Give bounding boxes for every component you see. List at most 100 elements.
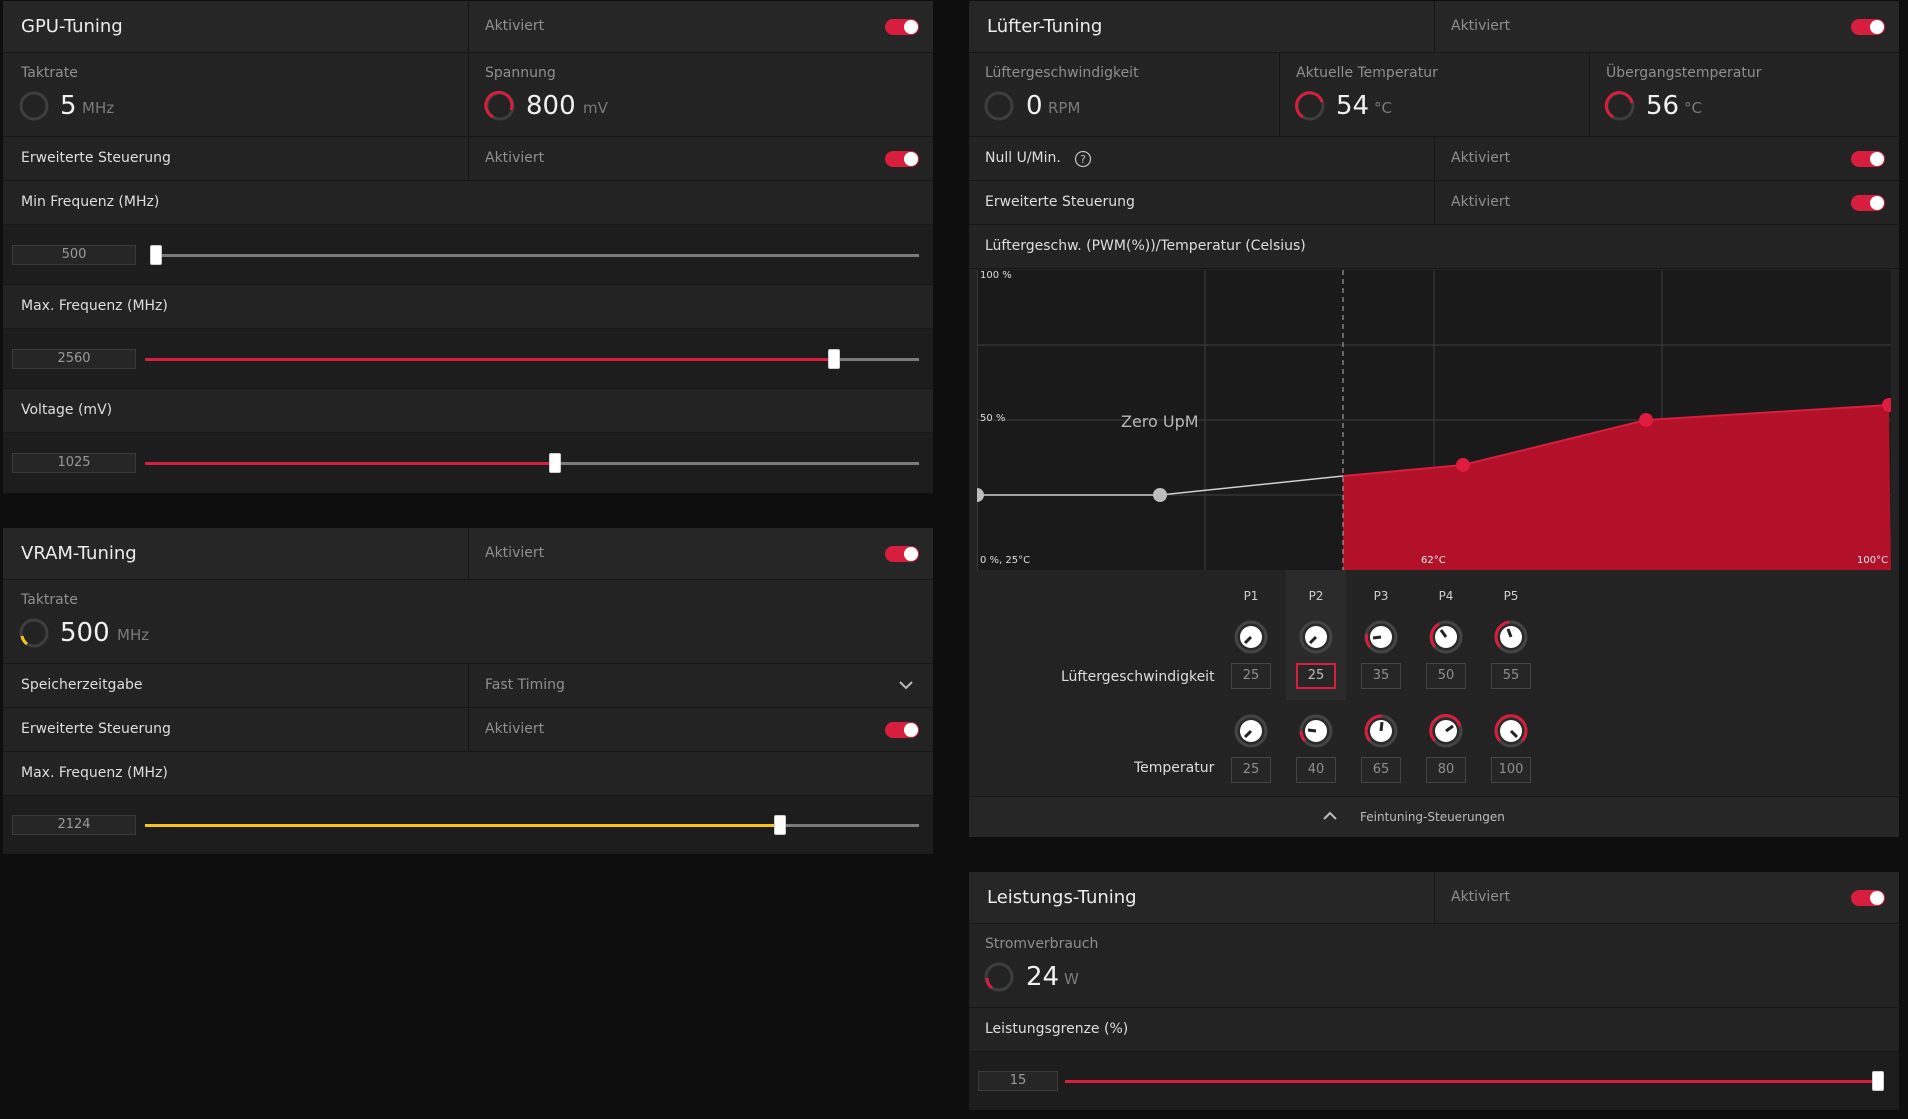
fan-curve-header: Lüftergeschw. (PWM(%))/Temperatur (Celsi… bbox=[969, 225, 1899, 269]
gpu-advanced-toggle[interactable] bbox=[885, 151, 919, 167]
vram-max-freq-label: Max. Frequenz (MHz) bbox=[21, 765, 168, 781]
temp-knob-p1[interactable] bbox=[1234, 714, 1268, 748]
fan-tuning-panel: Lüfter-Tuning Aktiviert Lüftergeschwindi… bbox=[969, 1, 1899, 837]
vram-stats-row: Taktrate 500 MHz bbox=[3, 580, 933, 664]
vram-max-freq-input[interactable]: 2124 bbox=[12, 815, 136, 835]
power-limit-header: Leistungsgrenze (%) bbox=[969, 1008, 1899, 1052]
vram-timing-label: Speicherzeitgabe bbox=[21, 677, 143, 693]
zero-rpm-zone-label: Zero UpM bbox=[1121, 412, 1199, 431]
gpu-volt-input[interactable]: 1025 bbox=[12, 453, 136, 473]
speed-input-p1[interactable]: 25 bbox=[1231, 663, 1271, 689]
power-limit-thumb[interactable] bbox=[1872, 1071, 1884, 1091]
curve-point-p5 bbox=[1882, 398, 1891, 412]
power-tuning-title: Leistungs-Tuning bbox=[987, 887, 1137, 908]
gpu-voltage-value: 800 bbox=[526, 91, 576, 121]
speed-knob-p1[interactable] bbox=[1234, 620, 1268, 654]
vram-tuning-header: VRAM-Tuning Aktiviert bbox=[3, 528, 933, 580]
fan-zero-rpm-toggle[interactable] bbox=[1851, 151, 1885, 167]
gpu-voltage-label: Spannung bbox=[485, 65, 556, 81]
fan-advanced-status: Aktiviert bbox=[1451, 194, 1511, 210]
chevron-up-icon bbox=[1323, 811, 1337, 820]
vram-tuning-toggle[interactable] bbox=[885, 546, 919, 562]
fine-tuning-label: Feintuning-Steuerungen bbox=[1360, 810, 1505, 824]
vram-timing-value: Fast Timing bbox=[485, 677, 565, 693]
gpu-max-freq-label: Max. Frequenz (MHz) bbox=[21, 298, 168, 314]
gpu-max-freq-track[interactable] bbox=[145, 349, 919, 369]
power-tuning-toggle[interactable] bbox=[1851, 890, 1885, 906]
fan-tuning-toggle[interactable] bbox=[1851, 19, 1885, 35]
temp-knob-p3[interactable] bbox=[1364, 714, 1398, 748]
temp-input-p5[interactable]: 100 bbox=[1491, 757, 1531, 783]
temp-row-label: Temperatur bbox=[1134, 760, 1215, 776]
gpu-volt-row: 1025 bbox=[3, 433, 933, 493]
speed-knob-p3[interactable] bbox=[1364, 620, 1398, 654]
fan-curve-title: Lüftergeschw. (PWM(%))/Temperatur (Celsi… bbox=[985, 238, 1306, 254]
power-tuning-panel: Leistungs-Tuning Aktiviert Stromverbrauc… bbox=[969, 872, 1899, 1110]
gpu-volt-track[interactable] bbox=[145, 453, 919, 473]
vram-clock-label: Taktrate bbox=[21, 592, 78, 608]
gpu-max-freq-thumb[interactable] bbox=[827, 349, 840, 369]
speed-input-p5[interactable]: 55 bbox=[1491, 663, 1531, 689]
power-limit-track[interactable] bbox=[1065, 1071, 1884, 1091]
fan-zero-rpm-label: Null U/Min. bbox=[985, 150, 1061, 166]
power-consumption-value: 24 bbox=[1026, 962, 1060, 992]
power-limit-input[interactable]: 15 bbox=[978, 1071, 1058, 1091]
gpu-min-freq-input[interactable]: 500 bbox=[12, 245, 136, 265]
temp-input-p4[interactable]: 80 bbox=[1426, 757, 1466, 783]
vram-advanced-status: Aktiviert bbox=[485, 721, 545, 737]
speed-input-p4[interactable]: 50 bbox=[1426, 663, 1466, 689]
fan-temp-gauge bbox=[1295, 91, 1325, 121]
fan-advanced-toggle[interactable] bbox=[1851, 195, 1885, 211]
fan-temp-unit: °C bbox=[1374, 99, 1392, 117]
temp-knob-p5[interactable] bbox=[1494, 714, 1528, 748]
speed-input-p3[interactable]: 35 bbox=[1361, 663, 1401, 689]
fan-junction-value: 56 bbox=[1646, 91, 1680, 121]
speed-knob-p5[interactable] bbox=[1494, 620, 1528, 654]
gpu-tuning-title: GPU-Tuning bbox=[21, 16, 123, 37]
gpu-min-freq-thumb[interactable] bbox=[150, 245, 162, 265]
fan-speed-gauge bbox=[984, 91, 1014, 121]
vram-max-freq-thumb[interactable] bbox=[773, 815, 786, 835]
help-icon[interactable]: ? bbox=[1074, 150, 1092, 168]
temp-knob-p4[interactable] bbox=[1429, 714, 1463, 748]
speed-knob-p4[interactable] bbox=[1429, 620, 1463, 654]
temp-input-p2[interactable]: 40 bbox=[1296, 757, 1336, 783]
power-tuning-status: Aktiviert bbox=[1451, 889, 1511, 905]
gpu-min-freq-track[interactable] bbox=[150, 245, 919, 265]
fine-tuning-toggle[interactable]: Feintuning-Steuerungen bbox=[969, 796, 1899, 837]
vram-timing-select[interactable]: Fast Timing bbox=[469, 664, 933, 707]
vram-advanced-toggle[interactable] bbox=[885, 722, 919, 738]
temp-knob-p2[interactable] bbox=[1299, 714, 1333, 748]
gpu-max-freq-header: Max. Frequenz (MHz) bbox=[3, 285, 933, 329]
vram-clock-gauge bbox=[19, 618, 49, 648]
curve-x-mid-label: 62°C bbox=[1421, 555, 1446, 566]
gpu-volt-thumb[interactable] bbox=[549, 453, 562, 473]
fan-curve-graph[interactable]: 100 % 50 % 0 %, 25°C 62°C 100°C Zero UpM bbox=[977, 270, 1891, 570]
power-consumption-label: Stromverbrauch bbox=[985, 936, 1099, 952]
point-label-p5: P5 bbox=[1503, 589, 1519, 603]
gpu-advanced-row: Erweiterte Steuerung Aktiviert bbox=[3, 137, 933, 181]
fan-junction-label: Übergangstemperatur bbox=[1606, 65, 1762, 81]
fan-temp-label: Aktuelle Temperatur bbox=[1296, 65, 1438, 81]
temp-input-p1[interactable]: 25 bbox=[1231, 757, 1271, 783]
vram-max-freq-track[interactable] bbox=[145, 815, 919, 835]
speed-row-label: Lüftergeschwindigkeit bbox=[1061, 669, 1215, 685]
fan-junction-gauge bbox=[1604, 91, 1635, 121]
vram-clock-value: 500 bbox=[60, 618, 110, 648]
gpu-min-freq-label: Min Frequenz (MHz) bbox=[21, 194, 160, 210]
temp-input-p3[interactable]: 65 bbox=[1361, 757, 1401, 783]
power-consumption-gauge bbox=[984, 962, 1014, 992]
speed-input-p2[interactable]: 25 bbox=[1296, 663, 1336, 689]
gpu-stats-row: Taktrate 5 MHz Spannung 800 mV bbox=[3, 53, 933, 137]
curve-point-p1 bbox=[977, 488, 984, 502]
gpu-max-freq-input[interactable]: 2560 bbox=[12, 349, 136, 369]
svg-text:?: ? bbox=[1080, 153, 1086, 166]
gpu-tuning-toggle[interactable] bbox=[885, 19, 919, 35]
vram-max-freq-row: 2124 bbox=[3, 796, 933, 854]
gpu-clock-value: 5 bbox=[60, 91, 77, 121]
gpu-tuning-status: Aktiviert bbox=[485, 18, 545, 34]
vram-advanced-row: Erweiterte Steuerung Aktiviert bbox=[3, 708, 933, 752]
fan-advanced-row: Erweiterte Steuerung Aktiviert bbox=[969, 181, 1899, 225]
speed-knob-p2[interactable] bbox=[1299, 620, 1333, 654]
gpu-min-freq-row: 500 bbox=[3, 225, 933, 285]
